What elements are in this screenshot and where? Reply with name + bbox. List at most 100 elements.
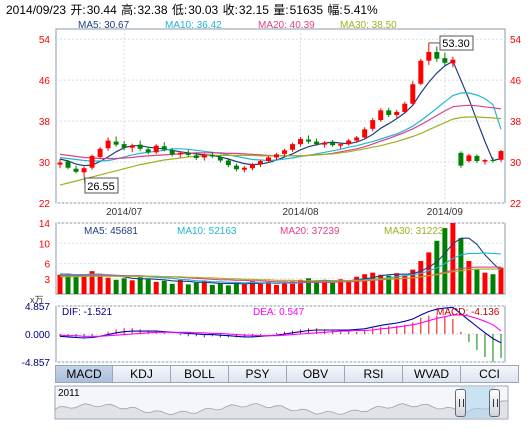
price-tick-left: 54: [39, 35, 51, 46]
navigator-sparkline: [54, 400, 509, 420]
macd-tick: 4.857: [25, 302, 50, 313]
volume-bar: [474, 269, 480, 294]
price-legend-ma10: MA10: 36.42: [165, 20, 222, 31]
volume-bar: [346, 280, 352, 294]
volume-bar: [185, 284, 191, 294]
price-tick-left: 30: [39, 158, 51, 169]
quote-date: 2014/09/23: [6, 3, 67, 17]
volume-bar: [426, 252, 432, 294]
macd-tick: 0.000: [25, 330, 50, 341]
candle-body: [410, 84, 416, 104]
volume-bar: [65, 273, 71, 294]
volume-legend-ma30: MA30: 31223: [384, 226, 444, 237]
close-value: 32.15: [238, 3, 269, 17]
candle-body: [370, 120, 376, 129]
max-annotation: 53.30: [442, 38, 470, 50]
candle-body: [217, 156, 223, 161]
candle-body: [274, 154, 279, 158]
candle-body: [330, 142, 336, 146]
tab-kdj[interactable]: KDJ: [113, 365, 171, 383]
price-tick-left: 22: [39, 199, 51, 210]
candle-body: [354, 137, 360, 141]
candle-body: [153, 145, 159, 153]
min-annotation-box: [84, 177, 119, 194]
volume-bar: [482, 272, 488, 294]
date-tick: 2014/09: [427, 207, 464, 218]
price-ma10-line: [59, 92, 502, 162]
candle-body: [201, 154, 207, 158]
navigator-left-handle[interactable]: [455, 389, 466, 417]
close-label: 收:: [222, 3, 238, 17]
volume-label: 量:: [273, 3, 289, 17]
volume-bar: [193, 282, 199, 294]
volume-bar: [322, 280, 328, 294]
candle-body: [474, 155, 480, 162]
price-legend-ma20: MA20: 40.39: [258, 20, 315, 31]
candle-body: [161, 146, 167, 150]
date-tick: 2014/07: [106, 207, 143, 218]
volume-bar: [105, 277, 111, 294]
candle-body: [394, 111, 400, 115]
candle-body: [105, 140, 111, 149]
volume-legend-ma5: MA5: 45681: [84, 226, 138, 237]
volume-bar: [209, 284, 215, 294]
price-tick-right: 30: [510, 158, 522, 169]
change-label: 幅:: [327, 3, 343, 17]
tab-wvad[interactable]: WVAD: [403, 365, 461, 383]
low-value: 30.03: [188, 3, 219, 17]
volume-bar: [274, 284, 279, 294]
candle-body: [97, 148, 103, 157]
volume-bar: [225, 285, 231, 294]
volume-tick: 3: [44, 275, 50, 286]
tab-rsi[interactable]: RSI: [345, 365, 403, 383]
candle-body: [298, 139, 304, 145]
high-value: 32.38: [137, 3, 168, 17]
price-legend-ma5: MA5: 30.67: [78, 20, 130, 31]
navigator-right-handle[interactable]: [489, 389, 500, 417]
candle-body: [490, 160, 496, 162]
volume-bar: [330, 282, 336, 294]
volume-bar: [113, 279, 119, 294]
volume-bar: [386, 275, 392, 294]
macd-legend-2: MACD: -4.136: [436, 307, 500, 318]
candle-body: [81, 168, 87, 173]
candle-body: [362, 129, 368, 138]
candle-body: [466, 155, 472, 162]
volume-bar: [298, 279, 304, 294]
candle-body: [378, 110, 384, 121]
volume-legend-ma10: MA10: 52163: [177, 226, 237, 237]
candle-body: [177, 152, 183, 155]
tab-psy[interactable]: PSY: [229, 365, 287, 383]
change-value: 5.41%: [343, 3, 378, 17]
volume-bar: [490, 274, 496, 294]
macd-legend-0: DIF: -1.521: [62, 307, 112, 318]
tab-macd[interactable]: MACD: [55, 365, 113, 383]
candle-body: [89, 155, 95, 168]
tab-boll[interactable]: BOLL: [171, 365, 229, 383]
candle-body: [450, 59, 456, 64]
candle-body: [209, 154, 215, 157]
volume-bar: [434, 240, 440, 294]
candle-body: [113, 141, 119, 145]
candle-body: [418, 60, 424, 84]
candle-body: [434, 52, 440, 59]
volume-value: 51635: [289, 3, 323, 17]
volume-bar: [338, 279, 344, 294]
volume-bar: [233, 282, 239, 294]
volume-bar: [418, 261, 424, 294]
candle-body: [442, 58, 448, 63]
candle-body: [129, 145, 135, 148]
tab-cci[interactable]: CCI: [461, 365, 519, 383]
candle-body: [265, 157, 271, 162]
tab-obv[interactable]: OBV: [287, 365, 345, 383]
volume-bar: [73, 276, 79, 294]
volume-bar: [370, 272, 376, 294]
candle-body: [338, 144, 344, 146]
date-tick: 2014/08: [282, 207, 319, 218]
candle-body: [306, 139, 312, 142]
price-tick-left: 38: [39, 117, 51, 128]
candle-body: [193, 155, 199, 158]
low-label: 低:: [171, 3, 188, 17]
volume-bar: [442, 228, 448, 294]
